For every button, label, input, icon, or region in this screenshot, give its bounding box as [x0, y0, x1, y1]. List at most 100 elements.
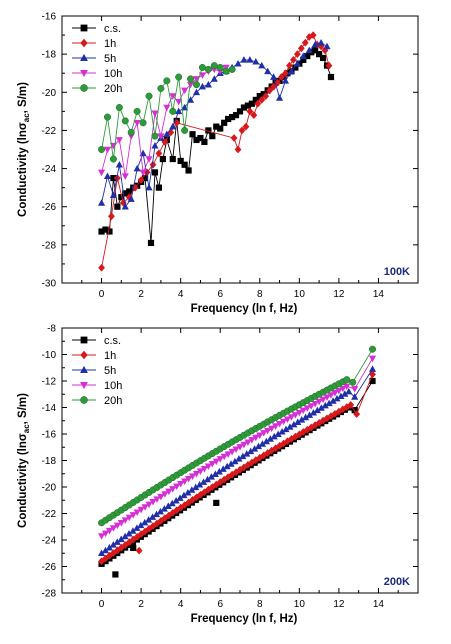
legend-label: 10h: [104, 68, 122, 80]
data-point: [287, 414, 295, 421]
legend-marker: [80, 38, 88, 48]
series-1h: [98, 370, 376, 566]
series-10h: [97, 355, 377, 540]
data-point: [163, 136, 170, 144]
data-point: [141, 504, 149, 511]
data-point: [207, 473, 215, 480]
data-point: [159, 155, 166, 163]
data-point: [169, 122, 177, 130]
data-point: [177, 157, 184, 165]
data-point: [299, 428, 307, 436]
data-point: [109, 525, 117, 532]
data-point: [169, 93, 177, 100]
data-point: [325, 399, 333, 407]
legend: c.s. 1h 5h 10h 20h: [72, 23, 122, 95]
data-point: [281, 77, 290, 84]
data-point: [317, 404, 325, 411]
data-point: [157, 84, 165, 92]
data-point: [341, 390, 349, 397]
data-point: [303, 425, 311, 434]
y-tick-label: -10: [42, 350, 57, 361]
legend-label: 1h: [104, 38, 116, 50]
data-point: [187, 75, 195, 83]
data-point: [98, 228, 105, 235]
data-point: [343, 376, 351, 384]
data-point: [106, 228, 113, 235]
data-point: [228, 113, 236, 121]
data-point: [275, 94, 284, 101]
data-point: [351, 407, 358, 414]
data-point: [192, 88, 201, 96]
data-point: [208, 461, 216, 468]
data-point: [275, 421, 284, 428]
data-point: [169, 155, 176, 163]
data-point: [175, 99, 183, 106]
data-point: [147, 239, 155, 247]
data-point: [97, 533, 106, 540]
data-point: [305, 33, 313, 41]
data-point: [133, 164, 141, 172]
data-point: [312, 47, 319, 54]
data-point: [133, 509, 141, 516]
data-point: [258, 440, 267, 447]
legend-label: 1h: [104, 350, 116, 362]
data-point: [181, 478, 189, 485]
data-point: [276, 77, 283, 84]
legend-label: 20h: [104, 83, 122, 95]
data-point: [181, 161, 188, 168]
data-point: [337, 392, 345, 400]
y-axis-label-main: Conductivity (lnσ: [17, 433, 29, 528]
data-point: [149, 499, 157, 506]
data-point: [347, 400, 355, 409]
data-point: [145, 516, 153, 523]
data-point: [313, 406, 321, 414]
y-tick-label: -20: [42, 483, 57, 494]
data-point: [349, 378, 357, 386]
series-cs: [98, 377, 376, 578]
data-point: [266, 86, 274, 95]
data-point: [331, 390, 339, 397]
data-point: [102, 226, 109, 233]
data-point: [321, 401, 329, 409]
data-point: [291, 412, 299, 419]
data-point: [262, 437, 270, 445]
data-point: [126, 188, 133, 195]
data-point: [109, 155, 117, 163]
data-point: [110, 175, 117, 182]
data-point: [129, 512, 137, 519]
data-point: [294, 418, 302, 425]
data-point: [228, 448, 236, 456]
data-point: [333, 394, 341, 402]
data-point: [369, 345, 377, 353]
data-point: [137, 506, 145, 514]
data-point: [297, 44, 305, 53]
data-point: [176, 494, 184, 501]
panel-100k: 0 2 4 6 8 10 12 14 -30 -28 -26 -24 -22 -20 -18 -16 Frequ…: [17, 12, 419, 315]
y-tick-label: -14: [42, 403, 57, 414]
data-point: [129, 527, 137, 534]
y-axis-label: Conductivity (lnσac, S/m): [17, 82, 31, 217]
data-point: [98, 263, 105, 272]
data-point: [305, 411, 314, 418]
data-point: [227, 460, 235, 467]
data-point: [125, 529, 133, 537]
legend-label: c.s.: [104, 335, 121, 347]
data-point: [254, 99, 262, 108]
data-point: [211, 470, 219, 478]
data-point: [301, 38, 309, 47]
data-point: [181, 103, 189, 111]
data-point: [311, 40, 319, 48]
data-point: [213, 499, 220, 506]
series-5h: [97, 365, 377, 557]
y-tick-label: -24: [42, 164, 57, 175]
data-point: [216, 63, 224, 71]
data-point: [329, 397, 337, 404]
y-tick-label: -22: [42, 509, 57, 520]
data-point: [299, 407, 307, 415]
x-tick-label: 6: [217, 599, 223, 610]
data-point: [173, 483, 181, 491]
data-point: [339, 385, 347, 393]
data-point: [192, 483, 200, 491]
data-point: [254, 442, 263, 450]
data-point: [287, 67, 295, 75]
